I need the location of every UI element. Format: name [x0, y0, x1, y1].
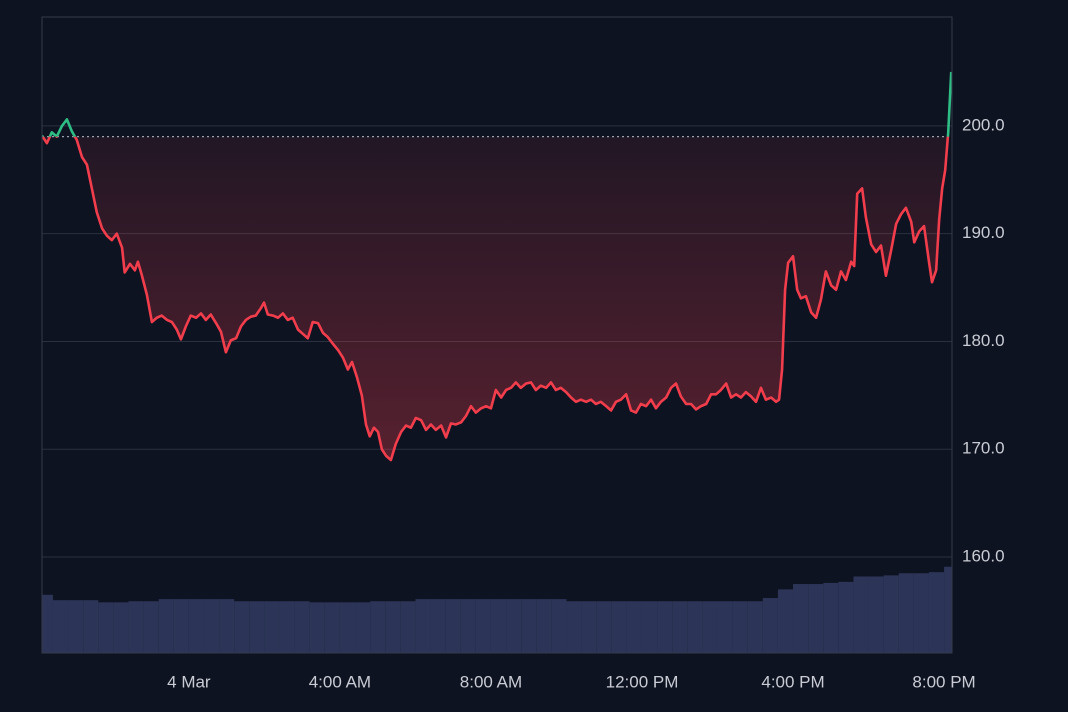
volume-bar [445, 599, 461, 653]
volume-bar [883, 575, 899, 653]
price-line [42, 136, 950, 462]
area [42, 136, 948, 461]
volume-bar [506, 599, 522, 653]
volume-bar [657, 601, 673, 653]
volume-bar [385, 601, 401, 653]
x-tick-label: 4 Mar [167, 672, 211, 691]
volume-bar [475, 599, 491, 653]
volume-bar [249, 601, 265, 653]
volume-bar [143, 601, 159, 653]
volume-bar [415, 599, 431, 653]
volume-bar [808, 584, 824, 653]
volume-bar [823, 582, 839, 653]
volume-bar [641, 601, 658, 653]
volume-bar [853, 576, 869, 653]
volume-bar [596, 601, 612, 653]
volume-bar [309, 602, 325, 653]
volume-bar [687, 601, 703, 653]
volume-bar [581, 601, 597, 653]
volume-bar [747, 601, 763, 653]
volume-bar [793, 584, 809, 653]
volume-bar [279, 601, 295, 653]
volume-bar [672, 601, 688, 653]
volume-bar [355, 602, 371, 653]
volume-bar [83, 600, 99, 653]
volume-bar [536, 599, 552, 653]
x-tick-label: 8:00 PM [912, 672, 975, 691]
volume-bar [52, 600, 69, 653]
volume-bar [913, 573, 929, 653]
volume-bar [68, 600, 84, 653]
x-tick-label: 4:00 AM [309, 672, 371, 691]
volume-bar [521, 599, 537, 653]
y-tick-label: 200.0 [962, 115, 1005, 134]
volume-bar [868, 576, 884, 653]
axes: 160.0 170.0 180.0 190.0 200.0 4 Mar 4:00 AM 8:0… [167, 115, 1004, 691]
volume-bar [128, 601, 144, 653]
volume-bar [370, 601, 386, 653]
volume-bar [566, 601, 582, 653]
volume-bar [42, 594, 53, 653]
volume-bar [777, 589, 794, 653]
volume-bar [324, 602, 340, 653]
below-group [42, 136, 950, 462]
x-tick-label: 12:00 PM [606, 672, 679, 691]
volume-bar [173, 599, 189, 653]
volume-bar [400, 601, 416, 653]
volume-bar [339, 602, 356, 653]
volume-bar [626, 601, 642, 653]
volume-bar [158, 599, 174, 653]
volume-bar [762, 598, 778, 653]
plot-frame [41, 16, 953, 654]
x-tick-label: 8:00 AM [460, 672, 522, 691]
volume-bar [113, 602, 129, 653]
y-tick-label: 190.0 [962, 223, 1005, 242]
y-tick-label: 180.0 [962, 331, 1005, 350]
volume-bar [203, 599, 220, 653]
volume-bar [294, 601, 310, 653]
y-tick-label: 160.0 [962, 547, 1005, 566]
volume-bar [490, 599, 507, 653]
y-tick-label: 170.0 [962, 439, 1005, 458]
volume [42, 566, 952, 653]
price [42, 71, 952, 462]
volume-bar [732, 601, 748, 653]
volume-bar [611, 601, 627, 653]
volume-bar [430, 599, 446, 653]
volume-bar [838, 581, 854, 653]
area-group [42, 136, 948, 461]
volume-bar [702, 601, 718, 653]
x-tick-label: 4:00 PM [761, 672, 824, 691]
volume-bar [944, 566, 952, 653]
volume-bar [551, 599, 567, 653]
volume-bar [928, 572, 945, 653]
volume-bar [460, 599, 476, 653]
volume-bar [219, 599, 235, 653]
volume-bar [264, 601, 280, 653]
volume-bar [234, 601, 250, 653]
volume-bar [898, 573, 914, 653]
volume-bar [717, 601, 733, 653]
volume-bar [98, 602, 114, 653]
volume-bar [188, 599, 204, 653]
